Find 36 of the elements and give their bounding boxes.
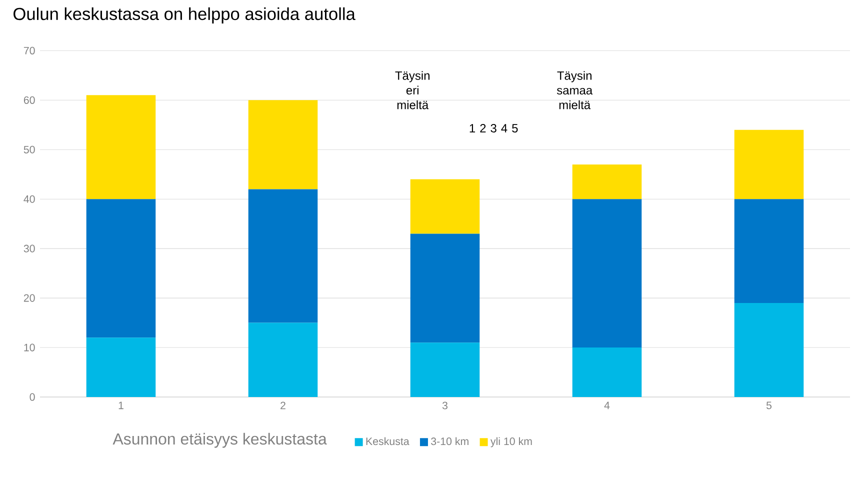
bar xyxy=(734,199,804,304)
y-tick-label: 10 xyxy=(24,344,35,352)
legend-title: Asunnon etäisyys keskustasta xyxy=(112,433,327,448)
bar xyxy=(734,130,804,200)
bar xyxy=(248,100,318,190)
y-tick-label: 60 xyxy=(24,96,35,104)
bar xyxy=(572,164,642,200)
bar xyxy=(572,348,642,398)
chart-title: Oulun keskustassa on helppo asioida autolla xyxy=(14,8,356,24)
bar xyxy=(410,179,480,234)
x-tick-label: 3 xyxy=(442,402,448,410)
bar xyxy=(86,338,156,398)
bar xyxy=(86,95,156,200)
x-tick-label: 2 xyxy=(280,402,286,410)
legend-label: yli 10 km xyxy=(490,437,532,448)
y-tick-label: 50 xyxy=(24,146,35,154)
y-tick-label: 0 xyxy=(30,393,35,401)
y-tick-label: 70 xyxy=(24,47,35,55)
x-tick-label: 4 xyxy=(604,402,610,410)
annotation: Täysin eri mieltä xyxy=(395,71,430,110)
bar xyxy=(734,303,804,398)
bar xyxy=(410,234,480,343)
annotation: 1 2 3 4 5 xyxy=(470,124,518,133)
legend-label: 3-10 km xyxy=(431,437,468,446)
bar xyxy=(248,322,318,398)
x-tick-label: 5 xyxy=(766,402,772,410)
y-tick-label: 40 xyxy=(24,196,35,204)
bar xyxy=(248,189,318,323)
annotation: Täysin samaa mieltä xyxy=(556,71,593,110)
x-tick-label: 1 xyxy=(118,402,124,410)
bar xyxy=(410,342,480,398)
legend-label: Keskusta xyxy=(366,437,410,446)
bar xyxy=(572,199,642,348)
bar xyxy=(86,199,156,338)
y-tick-label: 30 xyxy=(24,244,35,253)
y-tick-label: 20 xyxy=(24,294,35,302)
